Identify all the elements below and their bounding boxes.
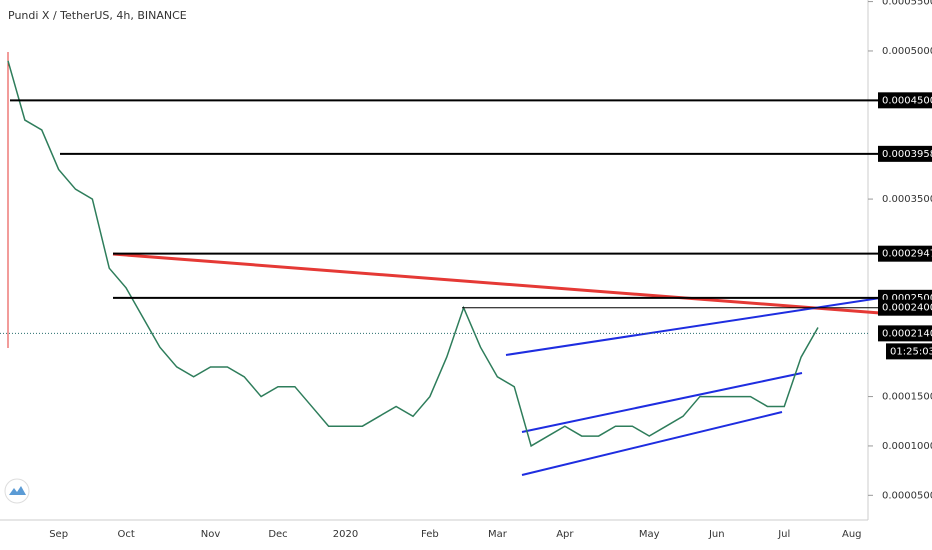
level-label: 0.0002400 <box>882 303 932 314</box>
level-label: 0.0004500 <box>882 95 932 106</box>
y-tick-label: 0.0003500 <box>882 194 932 205</box>
level-label: 0.0002947 <box>882 249 932 260</box>
x-tick-label: Nov <box>201 529 221 540</box>
x-tick-label: Aug <box>842 529 862 540</box>
level-badge <box>878 299 932 316</box>
logo[interactable] <box>4 478 30 504</box>
x-tick-label: Jul <box>777 529 790 540</box>
channel-line <box>521 411 783 476</box>
level-badge <box>878 245 932 262</box>
price-line <box>7 60 819 448</box>
x-tick-label: Apr <box>556 529 574 540</box>
x-tick-label: Jun <box>708 529 725 540</box>
channel-line <box>521 372 803 433</box>
x-tick-label: 2020 <box>333 529 358 540</box>
y-tick-label: 0.0000500 <box>882 490 932 501</box>
x-tick-label: Mar <box>488 529 508 540</box>
y-tick-label: 0.0001500 <box>882 392 932 403</box>
countdown: 01:25:03 <box>890 346 932 357</box>
x-tick-label: Sep <box>49 529 68 540</box>
y-tick-label: 0.0001000 <box>882 441 932 452</box>
y-tick-label: 0.0005500 <box>882 0 932 8</box>
x-tick-label: May <box>639 529 660 540</box>
trend-line <box>112 252 881 315</box>
level-badge <box>878 145 932 162</box>
level-badge <box>878 92 932 109</box>
level-label: 0.0003958 <box>882 149 932 160</box>
chart-title: Pundi X / TetherUS, 4h, BINANCE <box>8 9 187 22</box>
price-badge <box>878 325 932 342</box>
countdown-badge <box>886 343 932 360</box>
x-tick-label: Dec <box>268 529 287 540</box>
last-price-label: 0.0002140 <box>882 328 932 339</box>
x-tick-label: Oct <box>117 529 134 540</box>
x-tick-label: Feb <box>421 529 439 540</box>
logo-icon <box>9 486 26 495</box>
level-label: 0.0002500 <box>882 293 932 304</box>
y-tick-label: 0.0005000 <box>882 46 932 57</box>
